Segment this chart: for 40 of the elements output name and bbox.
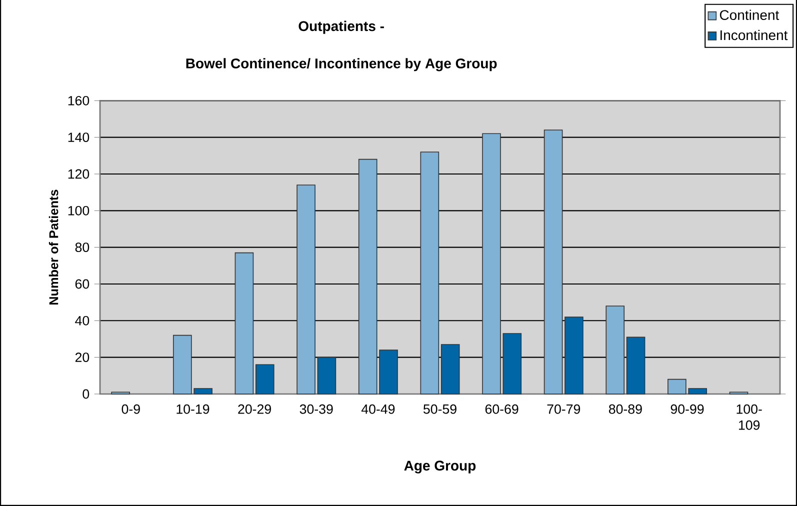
bar <box>255 364 274 394</box>
x-tick-label: 70-79 <box>547 404 580 414</box>
x-tick-label: 30-39 <box>300 404 333 414</box>
bar <box>420 152 440 394</box>
bar <box>317 356 336 394</box>
x-tick-label: 40-49 <box>361 404 395 414</box>
y-tick-label: 60 <box>75 279 90 289</box>
y-tick-label: 0 <box>82 389 90 399</box>
bar <box>502 333 522 394</box>
y-tick-label: 20 <box>75 352 90 362</box>
bar <box>564 316 584 394</box>
y-tick-label: 40 <box>75 316 90 326</box>
y-tick-label: 100 <box>68 206 90 216</box>
bar <box>606 306 625 394</box>
bar <box>296 184 316 394</box>
chart-subtitle: Bowel Continence/ Incontinence by Age Group <box>186 58 497 72</box>
bar <box>234 252 254 394</box>
y-tick-label: 120 <box>68 169 90 179</box>
legend-label: Continent <box>720 10 780 20</box>
x-tick-label: 60-69 <box>485 404 518 414</box>
x-tick-label: 0-9 <box>122 404 140 414</box>
bar <box>482 133 501 394</box>
y-tick-label: 140 <box>68 132 90 142</box>
bar <box>626 336 646 394</box>
x-tick-label: 100-109 <box>736 404 762 430</box>
x-tick-label: 80-89 <box>608 404 642 414</box>
bar <box>544 130 563 394</box>
y-tick-label: 80 <box>75 242 90 252</box>
bar <box>379 350 398 394</box>
x-tick-label: 90-99 <box>670 404 704 414</box>
x-axis-title: Age Group <box>404 460 476 474</box>
legend-label: Incontinent <box>720 30 788 40</box>
bar <box>358 158 378 394</box>
x-tick-label: 20-29 <box>238 404 271 414</box>
x-tick-label: 50-59 <box>423 404 456 414</box>
x-tick-label: 10-19 <box>176 404 210 414</box>
bar <box>440 344 460 394</box>
y-axis-title: Number of Patients <box>48 190 58 305</box>
y-tick-label: 160 <box>68 96 90 106</box>
chart-title: Outpatients - <box>298 20 384 34</box>
